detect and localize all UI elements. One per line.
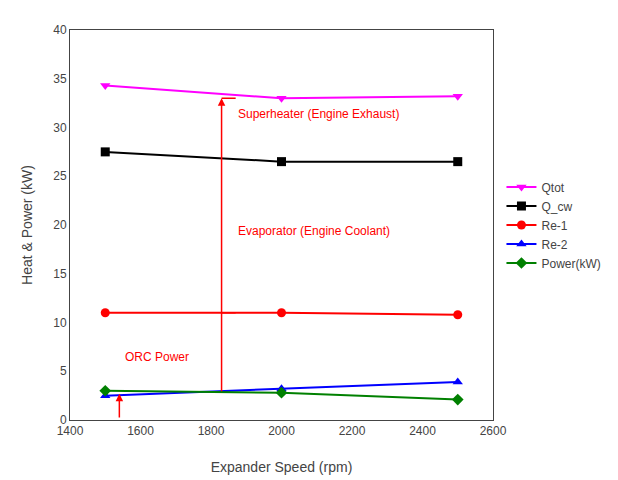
svg-text:1600: 1600 (127, 424, 154, 438)
svg-text:2600: 2600 (480, 424, 507, 438)
svg-text:ORC Power: ORC Power (125, 350, 189, 364)
svg-text:20: 20 (53, 218, 67, 232)
svg-text:10: 10 (53, 316, 67, 330)
svg-text:15: 15 (53, 267, 67, 281)
svg-text:30: 30 (53, 121, 67, 135)
svg-text:40: 40 (53, 23, 67, 37)
svg-text:Expander Speed (rpm): Expander Speed (rpm) (211, 459, 353, 475)
svg-text:Heat & Power (kW): Heat & Power (kW) (19, 165, 35, 285)
svg-text:1800: 1800 (198, 424, 225, 438)
svg-text:5: 5 (60, 364, 67, 378)
svg-text:Re-2: Re-2 (541, 238, 567, 252)
svg-text:Q_cw: Q_cw (541, 200, 572, 214)
svg-text:1400: 1400 (57, 424, 84, 438)
svg-text:0: 0 (60, 413, 67, 427)
svg-text:Re-1: Re-1 (541, 219, 567, 233)
svg-text:2200: 2200 (339, 424, 366, 438)
svg-text:Evaporator (Engine Coolant): Evaporator (Engine Coolant) (238, 224, 390, 238)
svg-text:Superheater (Engine Exhaust): Superheater (Engine Exhaust) (238, 107, 399, 121)
svg-text:2000: 2000 (268, 424, 295, 438)
svg-text:2400: 2400 (409, 424, 436, 438)
svg-text:Power(kW): Power(kW) (541, 257, 600, 271)
svg-text:25: 25 (53, 169, 67, 183)
svg-text:Qtot: Qtot (541, 181, 564, 195)
svg-text:35: 35 (53, 72, 67, 86)
